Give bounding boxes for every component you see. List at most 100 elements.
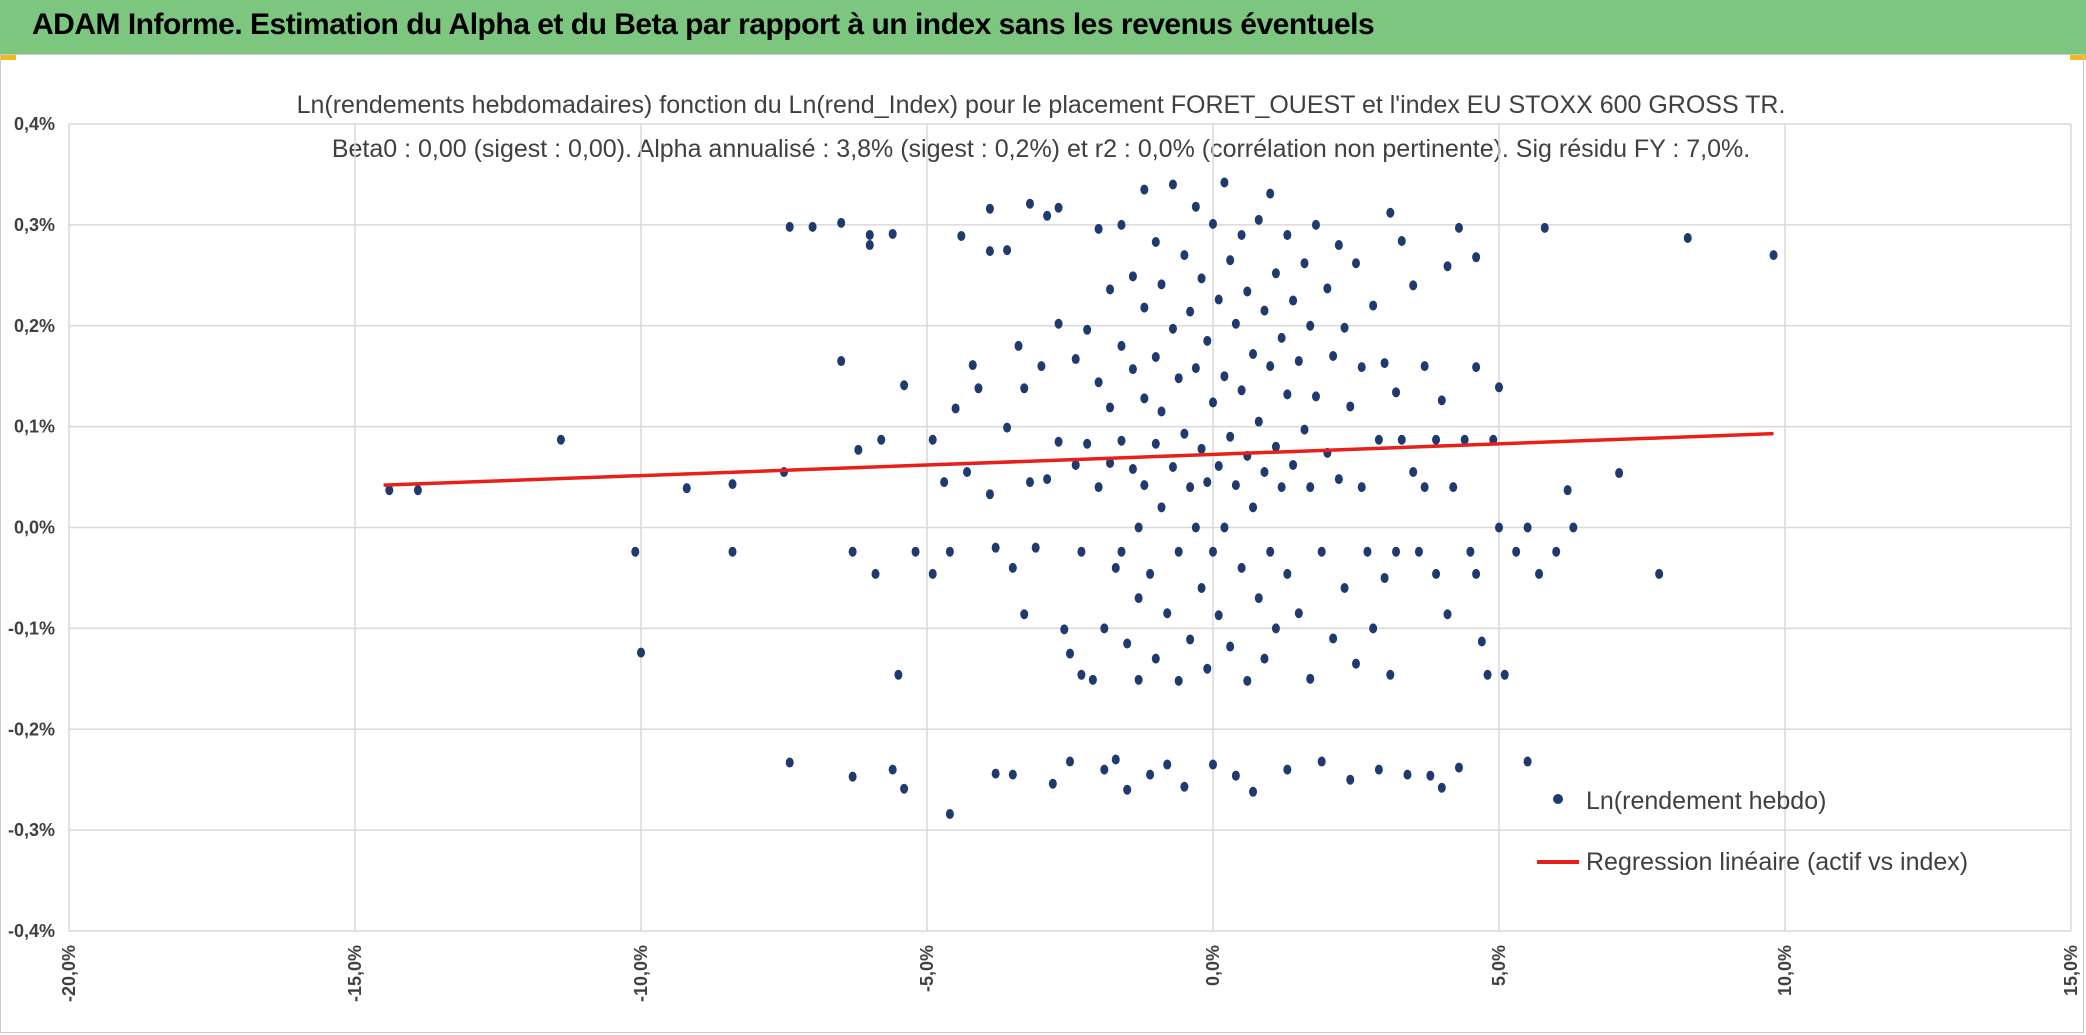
data-point xyxy=(1369,300,1378,311)
data-point xyxy=(1146,769,1155,780)
data-point xyxy=(1134,593,1143,604)
data-point xyxy=(1214,610,1223,621)
data-point xyxy=(1014,340,1023,351)
data-point xyxy=(1151,653,1160,664)
data-point xyxy=(957,230,966,241)
data-point xyxy=(1197,273,1206,284)
data-point xyxy=(1025,198,1034,209)
data-point xyxy=(1260,305,1269,316)
data-point xyxy=(1168,323,1177,334)
data-point xyxy=(1306,320,1315,331)
data-point xyxy=(1106,284,1115,295)
data-point xyxy=(1500,669,1509,680)
data-point xyxy=(1386,207,1395,218)
data-point xyxy=(1443,261,1452,272)
data-point xyxy=(928,434,937,445)
data-point xyxy=(1180,781,1189,792)
data-point xyxy=(1191,522,1200,533)
data-point xyxy=(1117,435,1126,446)
data-point xyxy=(1094,482,1103,493)
data-point xyxy=(928,568,937,579)
data-point xyxy=(1277,482,1286,493)
data-point xyxy=(1203,477,1212,488)
data-point xyxy=(1254,214,1263,225)
data-point xyxy=(1454,222,1463,233)
data-point xyxy=(1552,546,1561,557)
x-axis-ticks: -20,0% -15,0% -10,0% -5,0% 0,0% 5,0% 10,0% 15,0… xyxy=(59,945,2081,1002)
data-point xyxy=(1209,546,1217,557)
data-point xyxy=(865,229,874,240)
legend-marker-points xyxy=(1553,794,1563,804)
data-point xyxy=(1226,641,1235,652)
data-point xyxy=(637,647,645,658)
data-point xyxy=(985,203,994,214)
data-point xyxy=(877,434,886,445)
data-point xyxy=(1106,402,1115,413)
data-point xyxy=(1123,638,1132,649)
scatter-points xyxy=(385,177,1778,819)
data-point xyxy=(1151,237,1160,248)
data-point xyxy=(1352,658,1360,669)
y-tick-label: 0,1% xyxy=(14,417,55,437)
data-point xyxy=(1249,502,1258,513)
data-point xyxy=(1283,229,1292,240)
data-point xyxy=(1123,784,1132,795)
x-tick-label: -20,0% xyxy=(59,945,79,1002)
data-point xyxy=(1374,764,1383,775)
data-point xyxy=(1426,770,1435,781)
data-point xyxy=(1180,250,1189,261)
data-point xyxy=(1231,318,1240,329)
data-point xyxy=(1209,759,1217,770)
x-tick-label: 15,0% xyxy=(2061,945,2081,996)
data-point xyxy=(1392,546,1401,557)
data-point xyxy=(1157,279,1166,290)
data-point xyxy=(1340,322,1349,333)
data-point xyxy=(1495,382,1503,393)
data-point xyxy=(1403,769,1412,780)
data-point xyxy=(1220,371,1229,382)
data-point xyxy=(1655,568,1664,579)
data-point xyxy=(413,485,422,496)
chart-subtitle: Beta0 : 0,00 (sigest : 0,00). Alpha annu… xyxy=(332,135,1750,163)
data-point xyxy=(951,403,960,414)
data-point xyxy=(894,669,903,680)
y-tick-label: 0,2% xyxy=(14,316,55,336)
data-point xyxy=(1420,482,1429,493)
data-point xyxy=(1134,674,1143,685)
data-point xyxy=(1472,568,1481,579)
data-point xyxy=(1140,480,1149,491)
chart-title: Ln(rendements hebdomadaires) fonction du… xyxy=(297,91,1786,119)
data-point xyxy=(1449,482,1458,493)
data-point xyxy=(1157,502,1166,513)
data-point xyxy=(1140,302,1149,313)
data-point xyxy=(1254,416,1263,427)
data-point xyxy=(1140,393,1149,404)
data-point xyxy=(1477,636,1486,647)
data-point xyxy=(1254,593,1263,604)
x-tick-label: 0,0% xyxy=(1203,945,1223,986)
x-tick-label: -5,0% xyxy=(917,945,937,992)
data-point xyxy=(1523,522,1532,533)
data-point xyxy=(1311,219,1320,230)
data-point xyxy=(963,467,972,478)
data-point xyxy=(1140,184,1149,195)
data-point xyxy=(1163,759,1172,770)
data-point xyxy=(1157,406,1166,417)
data-point xyxy=(785,757,794,768)
data-point xyxy=(1186,634,1195,645)
data-point xyxy=(1197,583,1206,594)
data-point xyxy=(1271,623,1280,634)
data-point xyxy=(1615,468,1624,479)
data-point xyxy=(837,356,846,367)
data-point xyxy=(1283,764,1292,775)
data-point xyxy=(1180,428,1189,439)
data-point xyxy=(848,771,857,782)
data-point xyxy=(1306,482,1315,493)
legend-label-points: Ln(rendement hebdo) xyxy=(1586,787,1826,815)
data-point xyxy=(1386,669,1395,680)
x-tick-label: -10,0% xyxy=(631,945,651,1002)
data-point xyxy=(1151,352,1160,363)
data-point xyxy=(1231,770,1240,781)
data-point xyxy=(991,768,1000,779)
data-point xyxy=(1769,250,1778,261)
